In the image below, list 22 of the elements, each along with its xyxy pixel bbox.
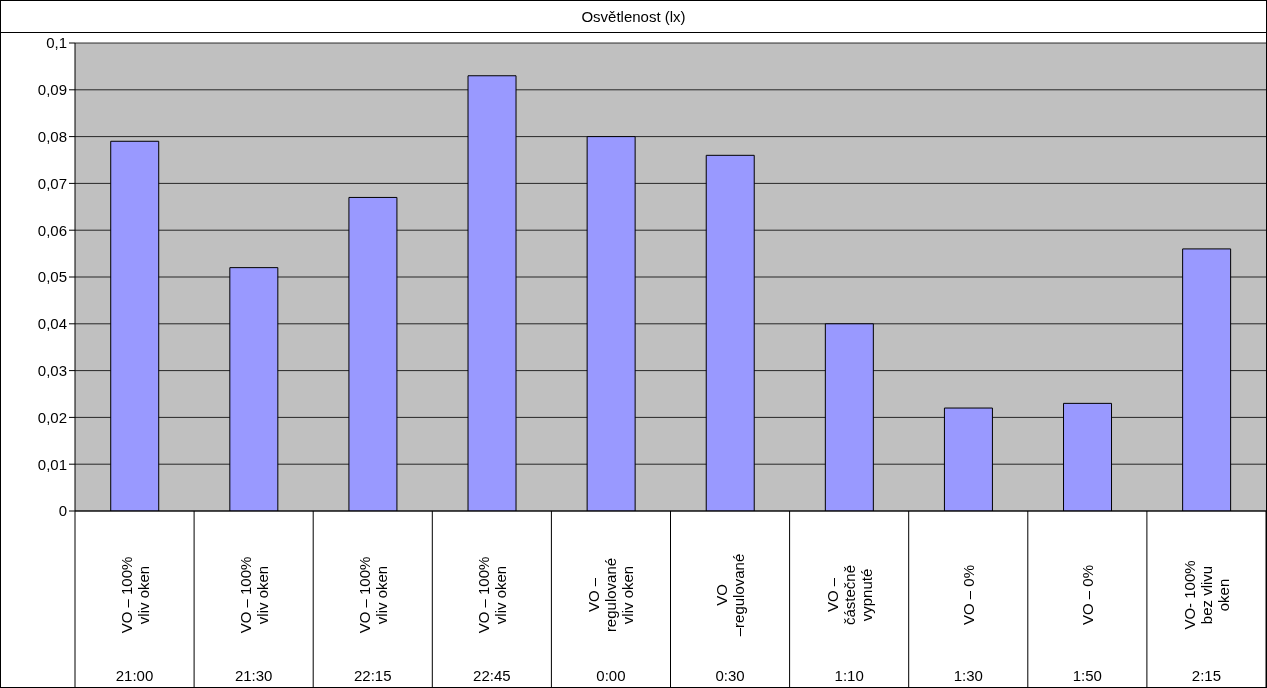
- y-tick-label: 0,07: [37, 174, 67, 192]
- category-label: VO – částečně vypnuté 1:10: [823, 564, 875, 684]
- y-tick-label: 0,02: [37, 408, 67, 426]
- category-label: VO – 0% 1:50: [1072, 564, 1102, 684]
- y-tick-label: 0,03: [37, 361, 67, 379]
- y-tick-label: 0,08: [37, 127, 67, 145]
- y-tick-label: 0,1: [46, 34, 67, 52]
- category-label: VO- 100% bez vlivu oken 2:15: [1180, 560, 1232, 684]
- y-tick-label: 0,01: [37, 455, 67, 473]
- category-label: VO – 100% vliv oken 22:45: [473, 556, 511, 684]
- category-label: VO – 100% vliv oken 22:15: [353, 556, 392, 684]
- y-tick-label: 0,06: [37, 221, 67, 239]
- category-label: VO – 100% vliv oken 21:00: [115, 556, 154, 684]
- category-label: VO –regulované 0:30: [713, 553, 748, 684]
- y-tick-label: 0,09: [37, 81, 67, 99]
- chart-title: Osvětlenost (lx): [1, 1, 1266, 33]
- y-tick-label: 0: [58, 502, 67, 520]
- y-tick-label: 0,05: [37, 268, 67, 286]
- y-tick-label: 0,04: [37, 315, 67, 333]
- category-label: VO – 100% vliv oken 21:30: [234, 556, 273, 684]
- category-label: VO – regulované vliv oken 0:00: [585, 557, 637, 684]
- category-label: VO – 0% 1:30: [953, 564, 983, 684]
